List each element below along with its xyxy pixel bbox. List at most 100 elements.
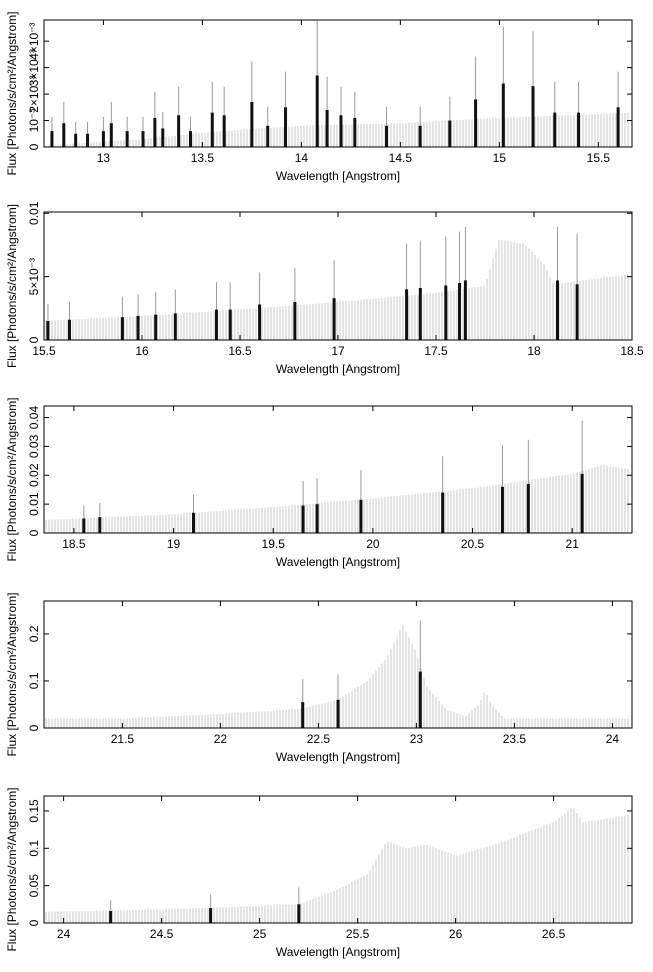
line-bar: [353, 117, 357, 147]
line-bar: [444, 285, 448, 340]
line-bar: [418, 288, 422, 340]
line-bar: [448, 120, 452, 147]
spectrum-panel-3: 18.5 19 19.5 20 20.5 21 Wavelength [Angstrom] 0…: [5, 397, 633, 569]
y-axis: 0 0.01 0.02 0.03 0.04: [27, 406, 632, 536]
x-tick-label: 19.5: [262, 537, 286, 551]
x-axis: 18.5 19 19.5 20 20.5 21: [62, 406, 579, 551]
x-axis-title: Wavelength [Angstrom]: [276, 169, 400, 183]
line-series: [109, 887, 301, 923]
line-bar: [315, 75, 319, 147]
line-bar: [458, 282, 462, 340]
line-bar: [441, 492, 445, 533]
y-tick-label: 3×10⁻³: [27, 49, 41, 86]
x-tick-label: 18.5: [62, 537, 86, 551]
y-tick-label: 0: [27, 724, 41, 731]
line-bar: [575, 284, 579, 340]
x-tick-label: 26: [449, 927, 463, 941]
x-tick-label: 13: [97, 151, 111, 165]
continuum-series: [45, 625, 629, 728]
line-bar: [463, 280, 467, 340]
x-tick-label: 22: [214, 732, 228, 746]
line-bar: [301, 702, 305, 728]
line-bar: [141, 131, 145, 147]
y-tick-label: 0.02: [27, 463, 41, 487]
line-bar: [418, 671, 422, 728]
line-bar: [474, 99, 478, 147]
x-tick-label: 18: [527, 344, 541, 358]
x-tick-label: 16: [135, 344, 149, 358]
y-tick-label: 0: [27, 143, 41, 150]
line-bar: [580, 473, 584, 533]
line-bar: [46, 320, 50, 340]
x-axis-title: Wavelength [Angstrom]: [276, 945, 400, 959]
line-bar: [101, 131, 105, 147]
y-axis: 0 0.1 0.2: [27, 625, 632, 731]
line-bar: [125, 131, 129, 147]
line-bar: [336, 699, 340, 728]
line-bar: [301, 505, 305, 533]
x-tick-label: 25.5: [346, 927, 370, 941]
line-bar: [556, 280, 560, 340]
x-tick-label: 24: [606, 732, 620, 746]
plot-frame: [43, 405, 633, 534]
line-bar: [177, 115, 181, 147]
x-axis-title: Wavelength [Angstrom]: [276, 362, 400, 376]
line-bar: [418, 125, 422, 147]
line-bar: [228, 309, 232, 340]
line-series: [50, 21, 620, 147]
y-tick-label: 0.05: [27, 874, 41, 898]
x-tick-label: 18.5: [620, 344, 644, 358]
line-bar: [214, 309, 218, 340]
y-tick-label: 0.2: [27, 625, 41, 642]
line-bar: [82, 518, 86, 533]
line-series: [82, 420, 584, 533]
line-bar: [297, 904, 301, 923]
y-tick-label: 0: [27, 529, 41, 536]
line-bar: [339, 115, 343, 147]
x-tick-label: 16.5: [228, 344, 252, 358]
line-bar: [173, 313, 177, 340]
continuum-series: [45, 239, 629, 340]
y-tick-label: 0.04: [27, 406, 41, 430]
line-bar: [109, 911, 113, 923]
x-tick-label: 15: [493, 151, 507, 165]
x-axis-title: Wavelength [Angstrom]: [276, 750, 400, 764]
x-tick-label: 23.5: [503, 732, 527, 746]
line-bar: [62, 123, 66, 147]
line-bar: [531, 86, 535, 147]
line-bar: [385, 125, 389, 147]
y-axis: 0 0.05 0.1 0.15: [27, 799, 632, 926]
x-axis: 24 24.5 25 25.5 26 26.5: [57, 796, 566, 941]
line-bar: [153, 117, 157, 147]
line-bar: [359, 499, 363, 533]
line-bar: [332, 298, 336, 340]
line-bar: [500, 486, 504, 533]
line-bar: [161, 128, 165, 147]
y-tick-label: 4×10⁻³: [27, 22, 41, 59]
line-bar: [50, 131, 54, 147]
x-tick-label: 20: [366, 537, 380, 551]
x-tick-label: 21: [566, 537, 580, 551]
line-bar: [577, 112, 581, 147]
line-bar: [284, 107, 288, 147]
y-axis-title: Flux [Photons/s/cm²/Angstrom]: [5, 397, 19, 561]
line-bar: [405, 289, 409, 340]
x-tick-label: 15.5: [32, 344, 56, 358]
x-tick-label: 14.5: [389, 151, 413, 165]
x-axis: 15.5 16 16.5 17 17.5 18 18.5: [32, 212, 644, 358]
continuum-series: [45, 112, 629, 147]
y-axis-title: Flux [Photons/s/cm²/Angstrom]: [5, 11, 19, 175]
line-bar: [526, 483, 530, 533]
line-bar: [74, 133, 78, 147]
line-bar: [266, 125, 270, 147]
line-series: [46, 226, 579, 340]
x-axis-title: Wavelength [Angstrom]: [276, 555, 400, 569]
continuum-series: [45, 465, 629, 533]
x-tick-label: 24: [57, 927, 71, 941]
line-bar: [258, 304, 262, 340]
x-tick-label: 25: [253, 927, 267, 941]
x-tick-label: 14: [295, 151, 309, 165]
x-tick-label: 22.5: [307, 732, 331, 746]
line-bar: [293, 301, 297, 340]
